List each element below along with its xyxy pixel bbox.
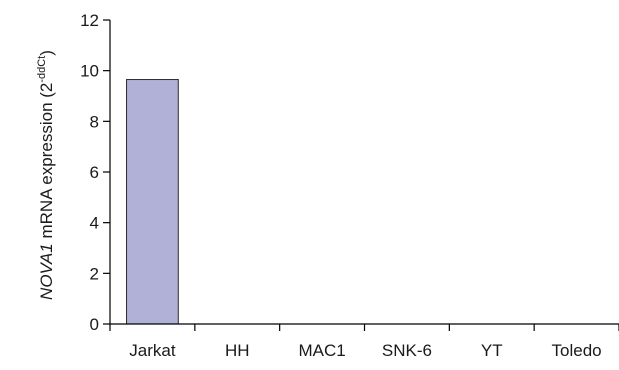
y-axis-title-italic: NOVA1 (37, 243, 56, 300)
x-tick-label-jarkat: Jarkat (129, 341, 176, 360)
y-tick-label: 12 (80, 11, 99, 30)
y-ticks-layer: 0 2 4 6 8 10 12 (80, 11, 110, 334)
x-ticks-layer: Jarkat HH MAC1 SNK-6 YT Toledo (109, 324, 619, 360)
x-tick-label-hh: HH (225, 341, 250, 360)
x-tick-label-toledo: Toledo (552, 341, 602, 360)
y-tick-label: 4 (90, 214, 99, 233)
y-tick-label: 8 (90, 112, 99, 131)
y-tick-label: 10 (80, 62, 99, 81)
x-tick-label-snk-6: SNK-6 (382, 341, 432, 360)
x-tick-label-mac1: MAC1 (298, 341, 345, 360)
x-tick-label-yt: YT (481, 341, 503, 360)
y-tick-label: 6 (90, 163, 99, 182)
y-axis-title-superscript: -ddCt (36, 56, 48, 83)
y-axis-title-close: ) (37, 50, 56, 56)
y-tick-label: 0 (90, 315, 99, 334)
bar-jarkat (126, 79, 179, 325)
bars-layer (126, 79, 179, 325)
axes-layer (109, 20, 619, 325)
y-axis-title-main: mRNA expression (2 (37, 83, 56, 244)
svg-text:NOVA1 mRNA expression (2-ddCt): NOVA1 mRNA expression (2-ddCt) (36, 50, 56, 300)
y-tick-label: 2 (90, 264, 99, 283)
y-axis-title: NOVA1 mRNA expression (2-ddCt) (36, 50, 56, 300)
